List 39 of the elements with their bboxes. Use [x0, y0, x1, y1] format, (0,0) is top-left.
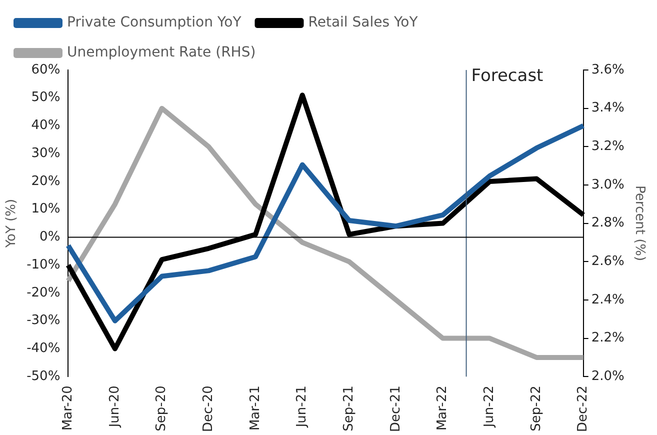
x-tick-label: Sep-20 — [154, 386, 170, 432]
x-tick-label: Dec-21 — [388, 386, 404, 432]
legend-label: Retail Sales YoY — [308, 14, 418, 31]
x-tick-label: Jun-20 — [107, 386, 122, 428]
y2-tick-label: 3.4% — [591, 100, 624, 116]
x-tick-label: Mar-22 — [435, 386, 450, 431]
y-tick-label: -40% — [26, 341, 60, 356]
y2-tick-label: 2.6% — [591, 254, 624, 270]
ref-line-label: Forecast — [471, 66, 544, 86]
x-tick-label: Dec-20 — [201, 386, 216, 432]
y2-tick-label: 2.0% — [591, 368, 624, 384]
x-tick-label: Dec-22 — [576, 386, 591, 432]
y2-tick-label: 2.4% — [591, 292, 624, 308]
y2-axis-title: Percent (%) — [632, 186, 647, 262]
x-tick-label: Mar-20 — [60, 386, 76, 431]
x-tick-label: Mar-21 — [248, 386, 263, 431]
y-tick-label: 20% — [31, 174, 60, 189]
y-tick-label: -10% — [26, 257, 60, 272]
x-tick-label: Jun-21 — [294, 386, 310, 428]
x-tick-label: Sep-21 — [342, 386, 357, 432]
y2-tick-label: 3.6% — [591, 62, 624, 78]
y-tick-label: 50% — [31, 90, 60, 106]
x-tick-label: Sep-22 — [528, 386, 544, 432]
legend-label: Unemployment Rate (RHS) — [67, 44, 256, 61]
y2-tick-label: 2.8% — [591, 216, 624, 231]
y-tick-label: 0% — [40, 230, 60, 245]
y-tick-label: 30% — [31, 146, 60, 161]
y-tick-label: 10% — [31, 202, 60, 217]
y-tick-label: 40% — [31, 118, 60, 134]
x-tick-label: Jun-22 — [482, 386, 498, 428]
y-axis-title: YoY (%) — [4, 198, 20, 249]
y-tick-label: -20% — [26, 285, 60, 300]
y-tick-label: -30% — [26, 313, 60, 328]
legend-label: Private Consumption YoY — [67, 14, 242, 31]
y-tick-label: -50% — [26, 368, 60, 384]
y-tick-label: 60% — [31, 62, 60, 78]
y2-tick-label: 3.0% — [591, 177, 624, 192]
y2-tick-label: 3.2% — [591, 139, 624, 154]
y2-tick-label: 2.2% — [591, 330, 624, 346]
